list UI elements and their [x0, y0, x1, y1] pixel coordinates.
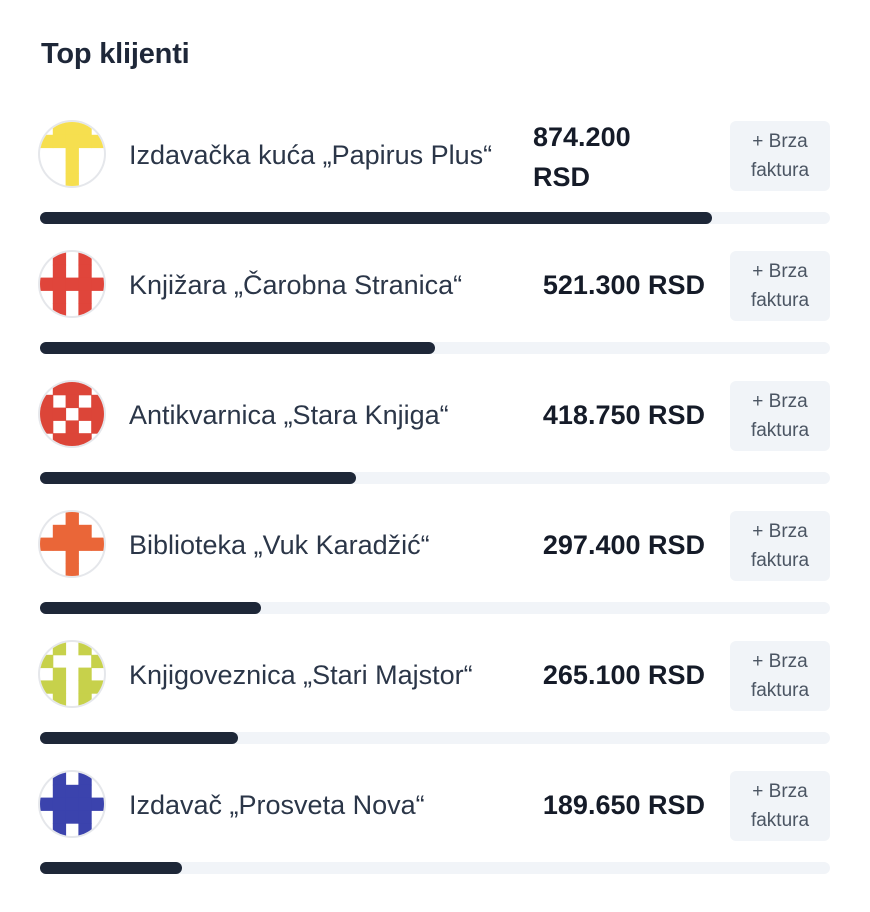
revenue-share-bar — [40, 472, 830, 484]
client-name: Biblioteka „Vuk Karadžić“ — [129, 530, 430, 560]
client-avatar-icon — [40, 122, 104, 186]
revenue-share-bar — [40, 602, 830, 614]
client-row[interactable]: Knjigoveznica „Stari Majstor“ 265.100 RSD… — [40, 632, 830, 744]
client-name: Knjižara „Čarobna Stranica“ — [129, 270, 463, 300]
revenue-share-bar — [40, 732, 830, 744]
client-name: Antikvarnica „Stara Knjiga“ — [129, 400, 449, 430]
client-name: Izdavačka kuća „Papirus Plus“ — [129, 140, 493, 170]
client-amount: 418.750 RSD — [542, 400, 705, 430]
client-row[interactable]: Biblioteka „Vuk Karadžić“ 297.400 RSD + Br… — [40, 502, 830, 614]
revenue-share-bar — [40, 342, 830, 354]
client-amount: 297.400 RSD — [542, 530, 705, 560]
widget-title: Top klijenti — [41, 38, 190, 70]
quick-invoice-button[interactable]: + Brza faktura — [730, 381, 830, 451]
client-row[interactable]: Knjižara „Čarobna Stranica“ 521.300 RSD + … — [40, 242, 830, 354]
client-avatar-icon — [40, 512, 104, 576]
client-name: Izdavač „Prosveta Nova“ — [129, 790, 425, 820]
client-amount: 521.300 RSD — [542, 270, 705, 300]
revenue-share-fill — [40, 602, 261, 614]
client-name: Knjigoveznica „Stari Majstor“ — [129, 660, 473, 690]
client-avatar-icon — [40, 642, 104, 706]
client-avatar-icon — [40, 382, 104, 446]
quick-invoice-button[interactable]: + Brza faktura — [730, 641, 830, 711]
revenue-share-fill — [40, 342, 435, 354]
client-amount: 265.100 RSD — [542, 660, 705, 690]
revenue-share-fill — [40, 862, 182, 874]
quick-invoice-button[interactable]: + Brza faktura — [730, 251, 830, 321]
client-row[interactable]: Antikvarnica „Stara Knjiga“ 418.750 RSD + … — [40, 372, 830, 484]
quick-invoice-button[interactable]: + Brza faktura — [730, 771, 830, 841]
revenue-share-fill — [40, 472, 356, 484]
client-avatar-icon — [40, 772, 104, 836]
client-avatar-icon — [40, 252, 104, 316]
revenue-share-fill — [40, 732, 238, 744]
client-row[interactable]: Izdavač „Prosveta Nova“ 189.650 RSD + Brza… — [40, 762, 830, 874]
revenue-share-bar — [40, 862, 830, 874]
client-amount: 189.650 RSD — [542, 790, 705, 820]
revenue-share-bar — [40, 212, 830, 224]
revenue-share-fill — [40, 212, 712, 224]
client-row[interactable]: Izdavačka kuća „Papirus Plus“ 874.200 RSD… — [40, 112, 830, 224]
quick-invoice-button[interactable]: + Brza faktura — [730, 511, 830, 581]
client-amount: 874.200 RSD — [533, 122, 631, 192]
quick-invoice-button[interactable]: + Brza faktura — [730, 121, 830, 191]
